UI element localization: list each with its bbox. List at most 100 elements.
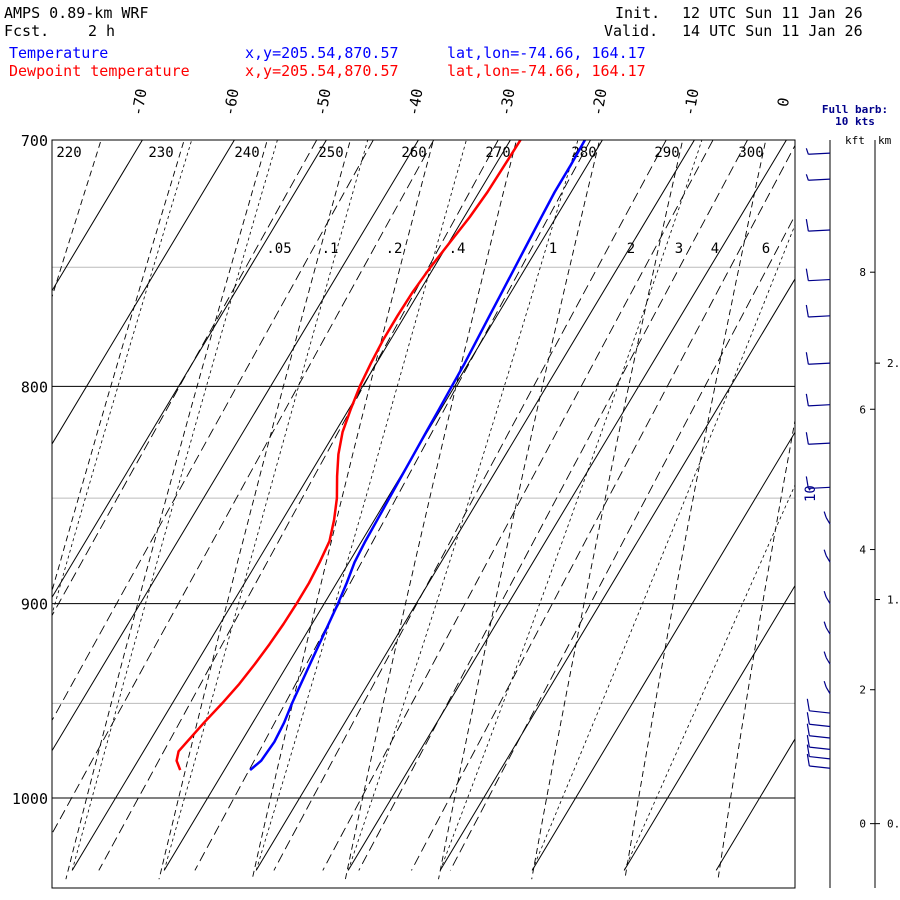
potential-temp-label: 250 [318,145,343,161]
isotherm-20 [531,431,795,871]
wind-barb [823,511,831,525]
mixing-ratio-label: .05 [266,241,291,257]
isotherm--60 [52,140,235,445]
dry-adiabat-270 [344,140,517,880]
wind-barb-flag [805,476,809,489]
wind-barb [805,432,831,445]
wind-barb-panel: Full barb: 10 kts 10 [803,103,888,888]
isotherm--10 [255,140,695,871]
wind-barb-flag [823,680,827,688]
legend-temperature-name: Temperature [9,44,109,62]
kft-tick-label: 2 [859,684,866,697]
wind-barb [806,744,831,760]
isotherm--70 [52,140,143,292]
pressure-tick-label: 700 [21,132,48,150]
legend-dewpoint-xy: x,y=205.54,870.57 [245,62,399,80]
mixing-ratio-0.1 [52,140,374,722]
wind-barb [806,735,831,750]
temperature-tick-label: -70 [128,87,150,117]
isotherm--80 [0,140,50,870]
mixing-ratio-6 [411,144,795,871]
wind-barb-flag [823,590,827,598]
dry-adiabat-300 [624,140,767,880]
wind-barb-staff [808,278,831,282]
wind-barb-flag [805,148,809,155]
wind-barb-flag [805,432,809,445]
mixing-ratio-label: 3 [675,241,683,257]
wind-panel-title-1: Full barb: [822,103,888,116]
wind-barb-flag [806,698,810,711]
wind-barb [823,680,831,694]
wind-barb [805,352,831,365]
moist-adiabat--20 [163,140,369,871]
wind-barb-flag [805,174,809,181]
wind-barb-staff [809,710,831,714]
kft-tick-label: 6 [859,403,866,416]
wind-barb-staff [809,735,831,739]
mixing-ratio-label: .2 [386,241,403,257]
temperature-tick-label: -30 [496,87,518,117]
wind-barb [805,268,831,282]
isotherm--30 [71,140,511,871]
mixing-ratio-0.4 [98,140,499,871]
dry-adiabat-320 [811,114,900,880]
mixing-ratio-label: 4 [711,241,719,257]
potential-temp-label: 240 [234,145,259,161]
mixing-ratio-label: 1 [549,241,557,257]
wind-barb-staff [808,404,831,407]
wind-barb-staff [809,746,831,750]
mixing-ratio-0.05 [52,140,318,617]
wind-barb [805,393,831,407]
mixing-ratio-label: .4 [449,241,466,257]
wind-barb [806,698,831,714]
kft-tick-label: 4 [859,544,866,557]
temperature-tick-label: -10 [680,87,702,117]
pressure-tick-label: 800 [21,378,48,396]
wind-barb [805,174,831,181]
dry-adiabat-230 [52,140,185,593]
wind-barb [823,651,831,665]
wind-barb-flag [805,393,809,406]
isotherm--20 [163,140,603,871]
wind-barb-staff [809,765,831,769]
wind-barb [806,723,831,739]
height-axis: kft km 0 2 4 6 8 0. 1. 2. [845,134,900,888]
plot-frame [51,139,796,889]
wind-barb-flag [823,549,827,556]
temperature-tick-label: -50 [312,87,334,117]
wind-barb-staff [809,723,831,728]
legend-temperature-latlon: lat,lon=-74.66, 164.17 [447,44,646,62]
pressure-tick-label: 1000 [12,790,48,808]
wind-barb-staff [825,627,831,635]
mixing-ratio-label: 6 [762,241,770,257]
chart-series [175,140,586,772]
wind-barb [806,753,831,769]
isotherm-10 [439,278,795,871]
moist-adiabat--10 [255,140,467,871]
wind-barb [823,590,831,604]
moist-adiabat--30 [71,140,278,871]
wind-barb-staff [808,152,831,155]
fcst-value: 2 h [88,22,116,40]
wind-barb [823,621,831,635]
init-label: Init. [615,4,661,22]
isotherm-40 [715,738,795,871]
wind-barb-flag [823,621,827,628]
wind-barb-flag [805,268,809,281]
mixing-ratio-8 [449,214,795,871]
dewpoint-profile [175,140,522,771]
kft-tick-label: 0 [859,818,866,831]
wind-barb [806,712,831,728]
wind-barb-staff [825,517,831,525]
wind-barb [805,304,831,318]
moist-adiabat--40 [52,140,193,616]
valid-label: Valid. [604,22,659,40]
potential-temp-label: 300 [738,145,763,161]
wind-barb-flag [806,712,810,725]
legend-dewpoint-latlon: lat,lon=-74.66, 164.17 [447,62,646,80]
wind-barb-flag [823,651,827,658]
legend-dewpoint-name: Dewpoint temperature [9,62,190,80]
wind-barb-staff [809,755,831,760]
potential-temp-label: 280 [571,145,596,161]
